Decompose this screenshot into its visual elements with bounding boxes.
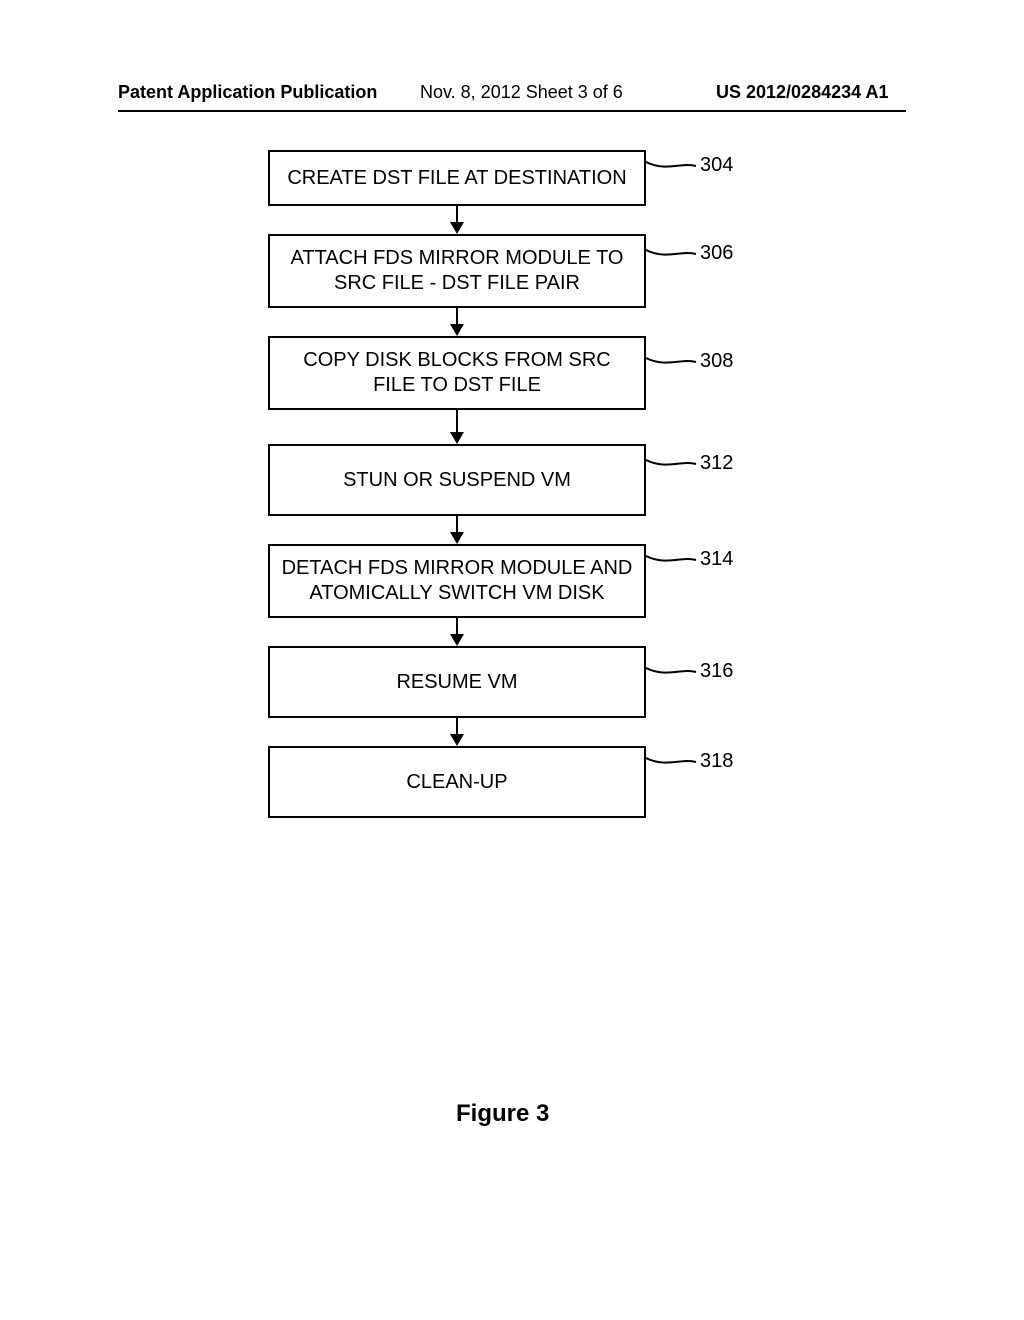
ref-304: 304 xyxy=(700,154,733,177)
step-312: STUN OR SUSPEND VM xyxy=(268,444,646,516)
ref-callout xyxy=(644,160,698,178)
ref-callout xyxy=(644,248,698,266)
ref-318: 318 xyxy=(700,750,733,773)
ref-312: 312 xyxy=(700,452,733,475)
header-rule xyxy=(118,110,906,112)
ref-308: 308 xyxy=(700,350,733,373)
ref-314: 314 xyxy=(700,548,733,571)
ref-306: 306 xyxy=(700,242,733,265)
header-left: Patent Application Publication xyxy=(118,82,377,103)
figure-label: Figure 3 xyxy=(456,1100,549,1128)
header-mid: Nov. 8, 2012 Sheet 3 of 6 xyxy=(420,82,623,103)
step-text: STUN OR SUSPEND VM xyxy=(343,468,571,493)
ref-callout xyxy=(644,458,698,476)
step-text: ATTACH FDS MIRROR MODULE TO SRC FILE - D… xyxy=(280,246,634,296)
step-text: RESUME VM xyxy=(396,670,517,695)
step-318: CLEAN-UP xyxy=(268,746,646,818)
step-text: CREATE DST FILE AT DESTINATION xyxy=(287,166,626,191)
ref-callout xyxy=(644,554,698,572)
step-304: CREATE DST FILE AT DESTINATION xyxy=(268,150,646,206)
step-306: ATTACH FDS MIRROR MODULE TO SRC FILE - D… xyxy=(268,234,646,308)
flow-arrow xyxy=(447,206,467,234)
flow-arrow xyxy=(447,718,467,746)
flow-arrow xyxy=(447,618,467,646)
ref-callout xyxy=(644,356,698,374)
flow-arrow xyxy=(447,410,467,444)
ref-callout xyxy=(644,666,698,684)
header-right: US 2012/0284234 A1 xyxy=(716,82,888,103)
flow-arrow xyxy=(447,516,467,544)
step-308: COPY DISK BLOCKS FROM SRC FILE TO DST FI… xyxy=(268,336,646,410)
page: Patent Application Publication Nov. 8, 2… xyxy=(0,0,1024,1320)
step-314: DETACH FDS MIRROR MODULE AND ATOMICALLY … xyxy=(268,544,646,618)
step-text: COPY DISK BLOCKS FROM SRC FILE TO DST FI… xyxy=(280,348,634,398)
step-text: CLEAN-UP xyxy=(406,770,507,795)
ref-316: 316 xyxy=(700,660,733,683)
step-text: DETACH FDS MIRROR MODULE AND ATOMICALLY … xyxy=(280,556,634,606)
ref-callout xyxy=(644,756,698,774)
flow-arrow xyxy=(447,308,467,336)
step-316: RESUME VM xyxy=(268,646,646,718)
